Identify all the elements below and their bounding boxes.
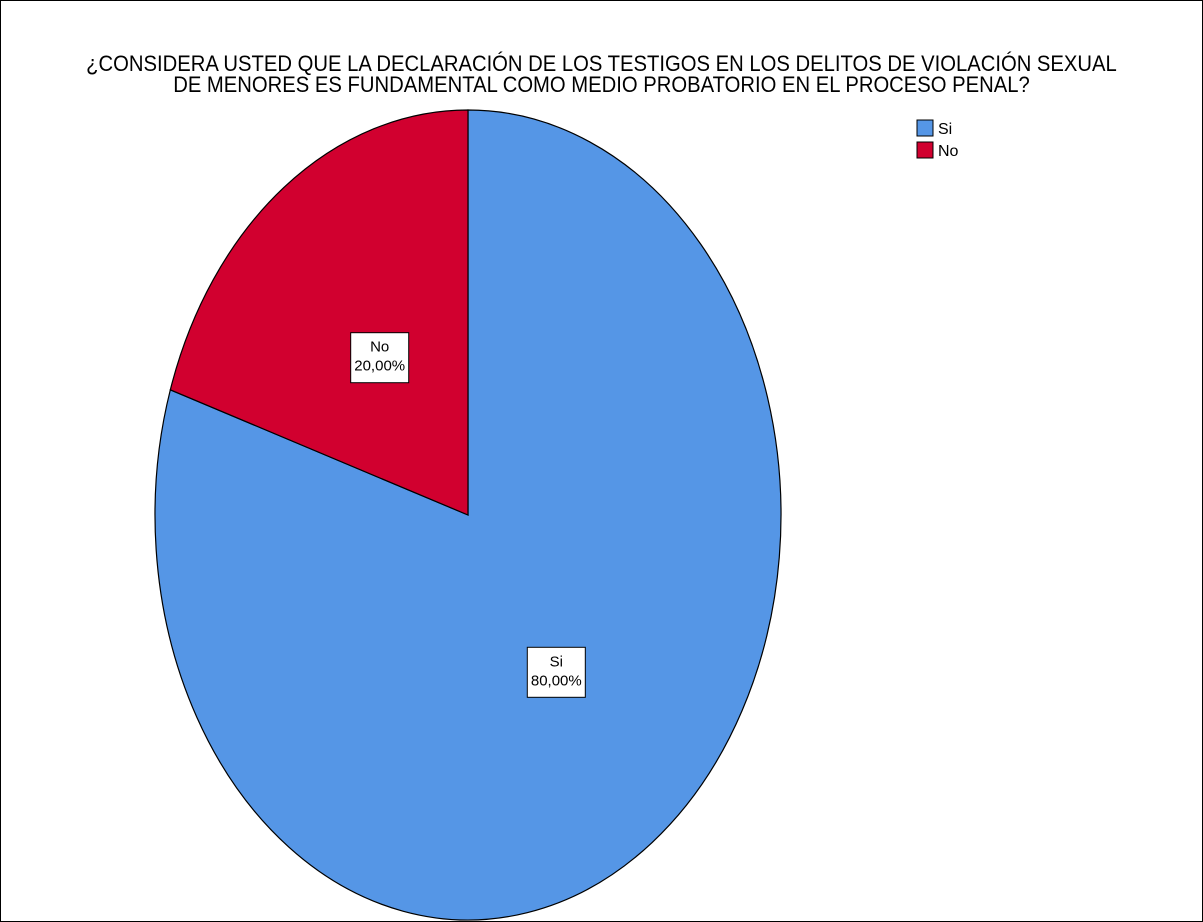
data-label-no: No 20,00%	[350, 332, 410, 384]
pie-slice-no	[169, 109, 469, 516]
legend-label: Si	[938, 121, 952, 138]
data-label-box	[350, 332, 410, 384]
legend-swatch	[916, 141, 934, 159]
legend-item-si: Si	[916, 119, 952, 138]
chart-title-line-1: ¿CONSIDERA USTED QUE LA DECLARACIÓN DE L…	[86, 51, 1117, 76]
data-label-category: Si	[550, 653, 563, 670]
chart-title-line-2: DE MENORES ES FUNDAMENTAL COMO MEDIO PRO…	[173, 72, 1030, 97]
legend-swatch	[916, 119, 934, 137]
data-label-si: Si 80,00%	[526, 646, 586, 698]
chart-title: ¿CONSIDERA USTED QUE LA DECLARACIÓN DE L…	[49, 51, 1154, 97]
data-label-box	[526, 646, 586, 698]
data-label-percent: 20,00%	[354, 358, 405, 375]
chart-legend: Si No	[916, 119, 959, 160]
legend-label: No	[938, 143, 959, 160]
pie-data-labels: Si 80,00% No 20,00%	[350, 332, 586, 698]
data-label-category: No	[370, 339, 389, 356]
data-label-percent: 80,00%	[531, 672, 582, 689]
pie-slices	[154, 109, 782, 921]
legend-item-no: No	[916, 141, 959, 160]
